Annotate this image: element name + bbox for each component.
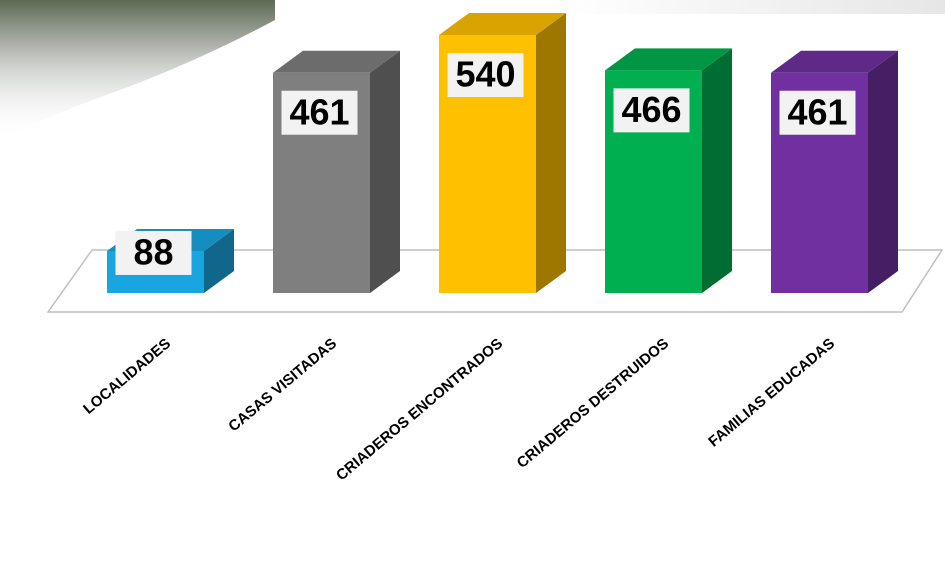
x-tick-label: FAMILIAS EDUCADAS <box>705 335 838 450</box>
x-tick-label: CRIADEROS ENCONTRADOS <box>333 335 506 484</box>
photo-decoration <box>0 0 275 140</box>
value-label: 88 <box>133 231 173 272</box>
bar-side <box>204 228 234 293</box>
bar-side <box>536 13 566 293</box>
value-label-box <box>281 90 358 135</box>
bars: 88 LOCALIDADES 461 CASAS VISITADAS 540 CRIADE… <box>80 13 898 484</box>
x-tick-label: LOCALIDADES <box>80 335 174 418</box>
bar-top <box>605 48 732 71</box>
bar-side <box>868 50 898 293</box>
value-label: 540 <box>455 54 515 95</box>
value-label: 466 <box>621 89 681 130</box>
x-tick-label: CRIADEROS DESTRUIDOS <box>514 335 672 472</box>
bar-top <box>273 50 400 73</box>
x-tick-label: CASAS VISITADAS <box>225 335 340 435</box>
bar-side <box>702 48 732 293</box>
value-label-box <box>447 53 524 97</box>
bar-top <box>439 13 566 35</box>
bar-side <box>370 50 400 293</box>
value-label: 461 <box>289 91 349 132</box>
value-label-box <box>115 230 192 275</box>
header-band <box>560 0 945 14</box>
value-label: 461 <box>787 91 847 132</box>
value-label-box <box>779 90 856 135</box>
bar-top <box>771 50 898 73</box>
value-label-box <box>613 88 690 133</box>
